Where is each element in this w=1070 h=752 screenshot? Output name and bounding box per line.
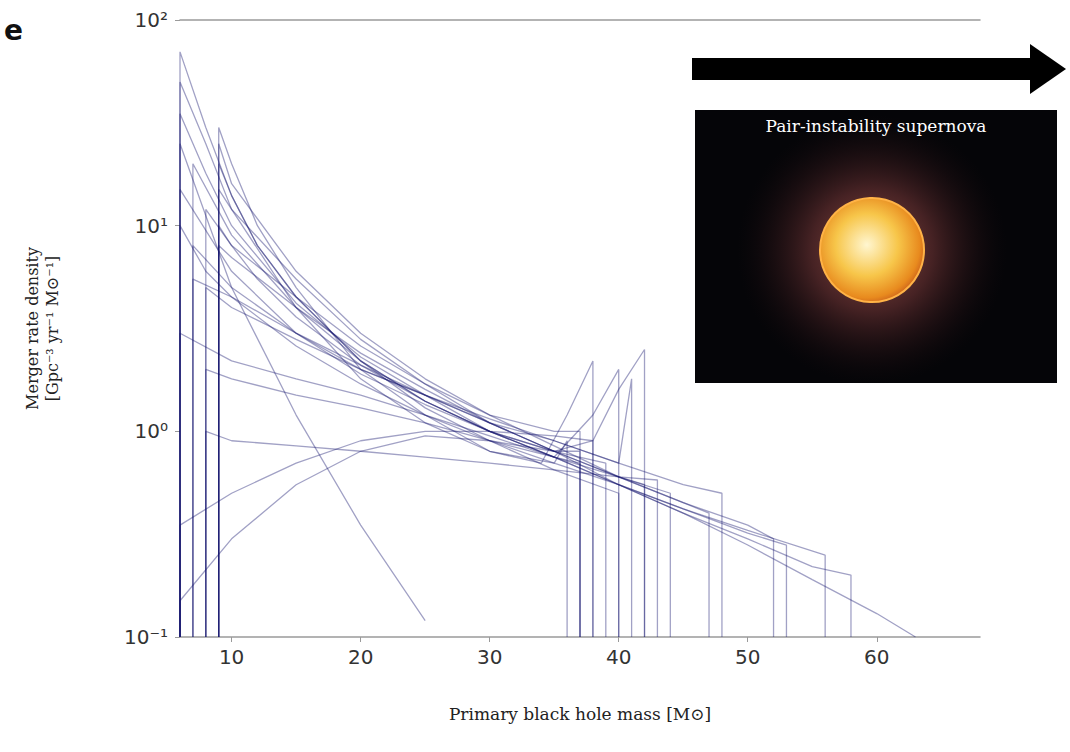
svg-text:60: 60: [864, 645, 889, 669]
svg-text:20: 20: [348, 645, 373, 669]
svg-text:10⁰: 10⁰: [135, 419, 168, 443]
svg-text:Merger rate density: Merger rate density: [23, 247, 42, 410]
svg-text:Pair-instability supernova: Pair-instability supernova: [766, 116, 987, 136]
svg-text:30: 30: [477, 645, 502, 669]
svg-text:[Gpc⁻³ yr⁻¹ M⊙⁻¹]: [Gpc⁻³ yr⁻¹ M⊙⁻¹]: [43, 256, 62, 402]
svg-text:10¹: 10¹: [135, 214, 168, 238]
svg-text:Primary black hole mass [M⊙]: Primary black hole mass [M⊙]: [449, 704, 711, 724]
svg-text:10²: 10²: [135, 8, 168, 32]
svg-text:40: 40: [606, 645, 631, 669]
svg-text:10: 10: [219, 645, 244, 669]
svg-text:10⁻¹: 10⁻¹: [124, 625, 168, 649]
svg-text:e: e: [4, 14, 23, 47]
svg-text:50: 50: [735, 645, 760, 669]
